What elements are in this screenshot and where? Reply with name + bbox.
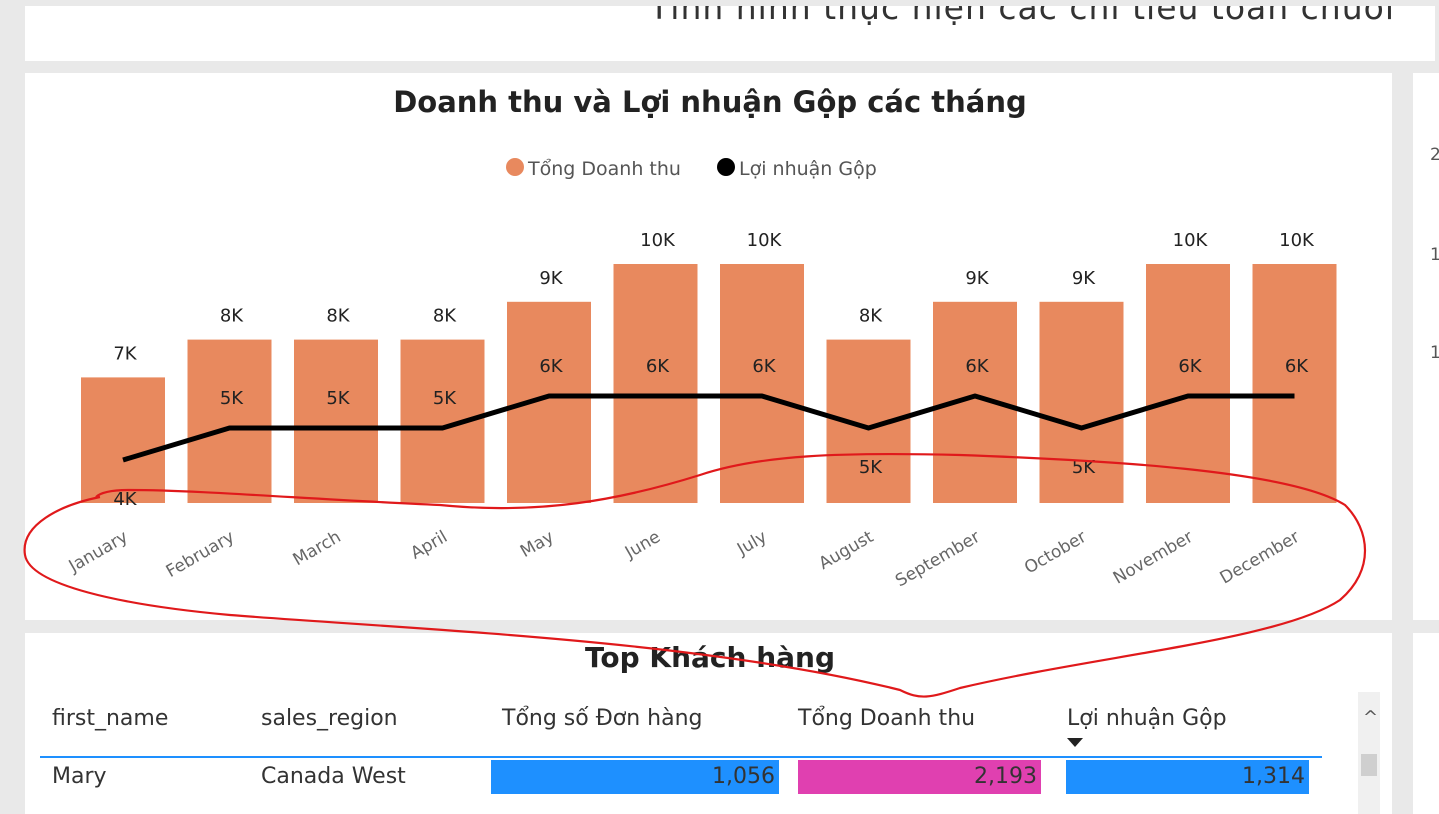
- bar-revenue[interactable]: [294, 339, 378, 503]
- right-axis-tick: 1: [1430, 343, 1439, 363]
- line-label-profit: 5K: [859, 457, 883, 478]
- line-label-profit: 6K: [752, 356, 776, 377]
- column-header-total-orders[interactable]: Tổng số Đơn hàng: [502, 706, 703, 731]
- table-row[interactable]: Mary Canada West 1,056 2,193 1,314: [40, 758, 1322, 796]
- bar-revenue[interactable]: [720, 264, 804, 503]
- x-tick-label: February: [163, 527, 238, 582]
- bar-label-revenue: 10K: [1279, 230, 1315, 251]
- revenue-databar: 2,193: [798, 760, 1041, 794]
- chart-legend: Tổng Doanh thu Lợi nhuận Gộp: [506, 158, 877, 180]
- column-header-total-revenue[interactable]: Tổng Doanh thu: [798, 706, 976, 731]
- line-label-profit: 6K: [539, 356, 563, 377]
- column-header-first-name[interactable]: first_name: [52, 706, 169, 731]
- table-title: Top Khách hàng: [584, 641, 836, 674]
- line-label-profit: 5K: [326, 388, 350, 409]
- right-lower-card: [1413, 633, 1439, 814]
- legend-marker-profit: [717, 158, 735, 176]
- x-tick-label: December: [1217, 527, 1303, 588]
- x-tick-label: April: [407, 527, 451, 564]
- line-label-profit: 4K: [113, 489, 137, 510]
- line-label-profit: 5K: [220, 388, 244, 409]
- bar-label-revenue: 8K: [220, 306, 244, 327]
- bar-label-revenue: 9K: [539, 268, 563, 289]
- cell-orders: 1,056: [712, 764, 775, 789]
- scrollbar-thumb[interactable]: [1361, 754, 1377, 776]
- profit-databar: 1,314: [1066, 760, 1309, 794]
- bar-label-revenue: 8K: [859, 306, 883, 327]
- bar-revenue[interactable]: [1252, 264, 1337, 503]
- cell-profit: 1,314: [1242, 764, 1305, 789]
- bar-revenue[interactable]: [613, 264, 698, 503]
- line-label-profit: 6K: [646, 356, 670, 377]
- right-axis-tick: 2: [1430, 145, 1439, 165]
- x-tick-label: July: [733, 527, 770, 560]
- orders-databar: 1,056: [491, 760, 779, 794]
- x-tick-label: June: [621, 527, 664, 563]
- x-tick-label: March: [290, 527, 345, 570]
- legend-label-profit: Lợi nhuận Gộp: [739, 158, 877, 180]
- cell-revenue: 2,193: [974, 764, 1037, 789]
- cell-sales-region: Canada West: [261, 764, 406, 789]
- x-tick-label: January: [65, 527, 132, 577]
- header-divider: [40, 756, 1322, 758]
- x-tick-label: May: [517, 527, 557, 562]
- header-card: Tình hình thực hiện các chỉ tiêu toàn ch…: [25, 6, 1435, 61]
- bar-revenue[interactable]: [81, 377, 165, 503]
- line-label-profit: 6K: [1178, 356, 1202, 377]
- right-axis-tick: 1: [1430, 245, 1439, 265]
- sort-desc-icon[interactable]: [1067, 738, 1083, 747]
- legend-marker-revenue: [506, 158, 524, 176]
- x-tick-label: November: [1110, 527, 1197, 589]
- line-label-profit: 6K: [1285, 356, 1309, 377]
- cell-first-name: Mary: [52, 764, 107, 789]
- column-header-sales-region[interactable]: sales_region: [261, 706, 398, 731]
- chevron-up-icon[interactable]: ^: [1363, 707, 1379, 728]
- legend-label-revenue: Tổng Doanh thu: [527, 158, 681, 180]
- bar-revenue[interactable]: [1146, 264, 1230, 503]
- bar-label-revenue: 7K: [113, 343, 137, 364]
- bar-label-revenue: 10K: [640, 230, 676, 251]
- line-profit[interactable]: [122, 393, 1295, 463]
- bar-label-revenue: 9K: [1072, 268, 1096, 289]
- bar-label-revenue: 9K: [965, 268, 989, 289]
- bar-label-revenue: 8K: [326, 306, 350, 327]
- x-tick-label: October: [1021, 527, 1090, 578]
- report-title: Tình hình thực hiện các chỉ tiêu toàn ch…: [649, 6, 1395, 27]
- bar-label-revenue: 10K: [1173, 230, 1209, 251]
- chart-title: Doanh thu và Lợi nhuận Gộp các tháng: [393, 85, 1027, 119]
- bar-label-revenue: 10K: [747, 230, 783, 251]
- right-panel-card: 2 1 1: [1413, 73, 1439, 620]
- line-label-profit: 6K: [965, 356, 989, 377]
- line-label-profit: 5K: [433, 388, 457, 409]
- column-header-gross-profit[interactable]: Lợi nhuận Gộp: [1067, 706, 1227, 731]
- x-tick-label: August: [815, 527, 877, 574]
- bar-label-revenue: 8K: [433, 306, 457, 327]
- line-label-profit: 5K: [1072, 457, 1096, 478]
- x-tick-label: September: [892, 527, 983, 591]
- bar-revenue[interactable]: [187, 339, 272, 503]
- table-scrollbar[interactable]: [1358, 692, 1380, 814]
